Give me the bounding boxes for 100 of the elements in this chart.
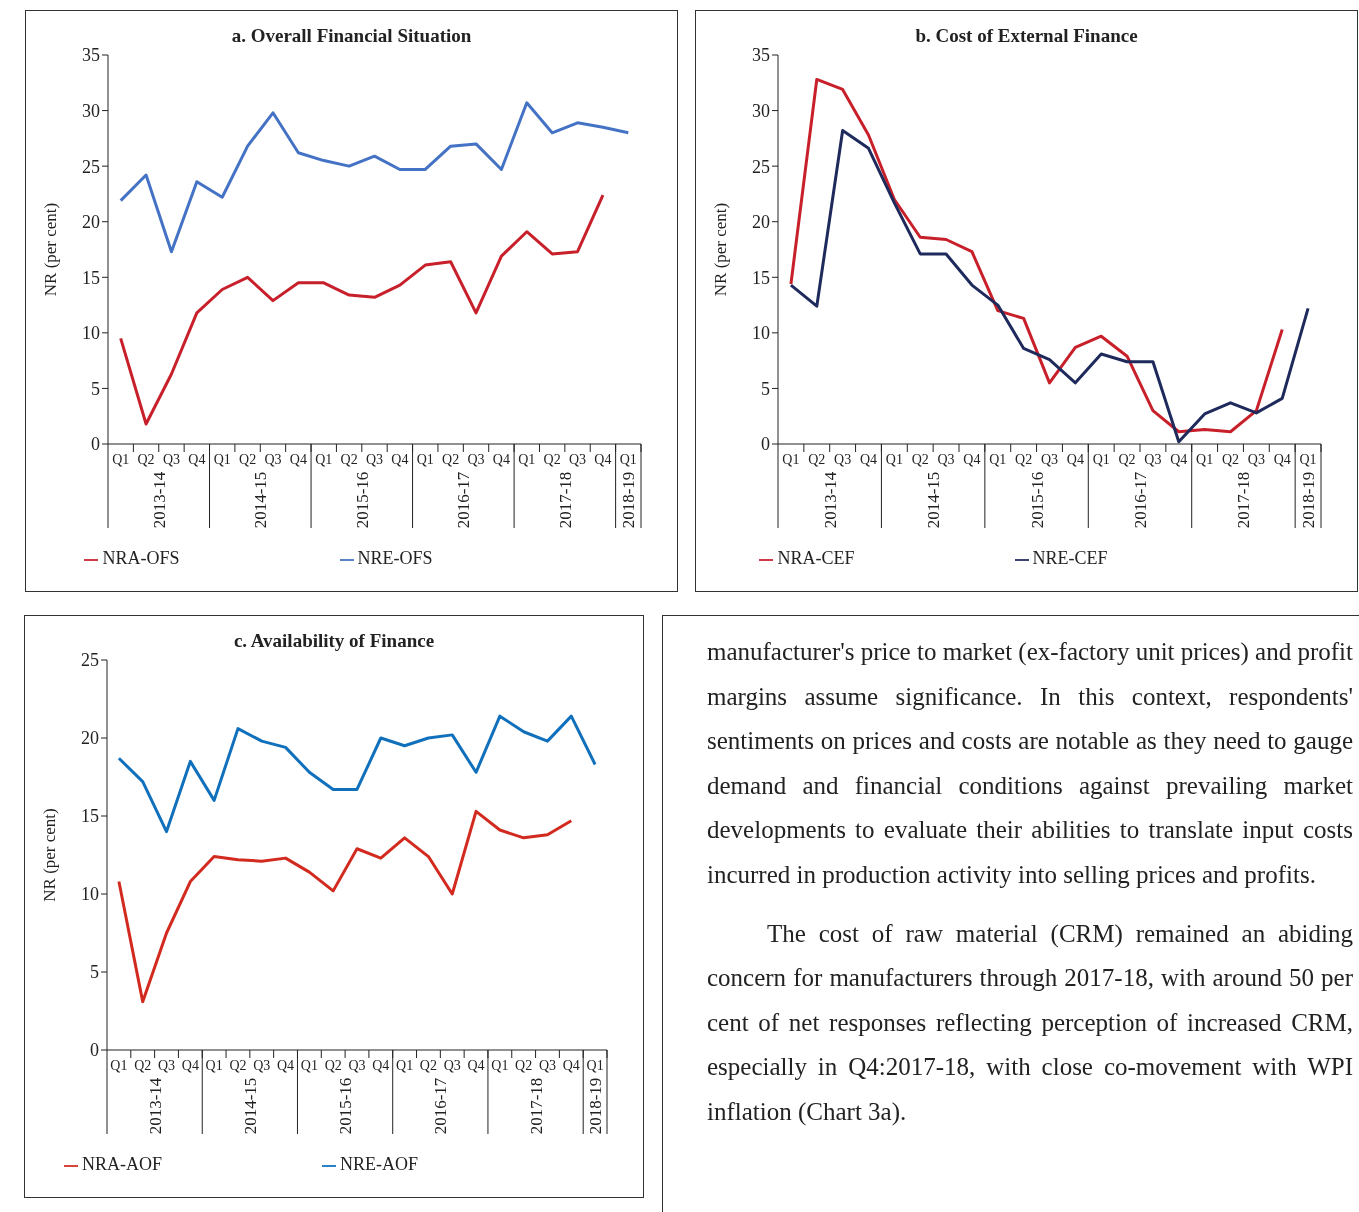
x-tick-label: Q2 (1221, 452, 1240, 467)
legend-label: NRA-AOF (81, 1154, 162, 1174)
x-tick-label: Q1 (885, 452, 903, 467)
x-tick-label: Q3 (834, 452, 852, 467)
chart-title: b. Cost of External Finance (914, 25, 1139, 47)
x-tick-label: Q1 (1196, 452, 1214, 467)
x-tick-label: Q4 (181, 1058, 199, 1073)
x-tick-label: Q4 (277, 1058, 295, 1073)
x-tick-label: Q2 (543, 452, 561, 467)
y-tick-label: 30 (82, 100, 100, 121)
x-tick-label: Q2 (1118, 452, 1136, 467)
x-tick-label: Q1 (782, 452, 800, 467)
x-tick-label: Q1 (491, 1058, 509, 1073)
line-series (119, 101, 630, 254)
x-tick-label: Q2 (137, 452, 155, 467)
line-series (789, 77, 1284, 434)
y-axis-title: NR (per cent) (711, 202, 731, 297)
x-tick-label: Q3 (937, 452, 955, 467)
text: 2014-15 (251, 471, 271, 529)
x-tick-label: Q1 (586, 1058, 604, 1073)
x-tick-label: Q4 (594, 452, 612, 467)
y-tick-label: 5 (761, 378, 770, 399)
x-tick-label: Q2 (340, 452, 358, 467)
x-tick-label: Q4 (562, 1058, 580, 1073)
text: 2015-16 (1027, 471, 1047, 529)
x-tick-label: Q3 (253, 1058, 271, 1073)
line-series (117, 809, 573, 1004)
text: 2014-15 (240, 1077, 260, 1135)
x-tick-label: Q4 (1170, 452, 1188, 467)
y-tick-label: 20 (82, 212, 100, 233)
text: 2015-16 (336, 1077, 356, 1135)
x-tick-label: Q4 (467, 1058, 485, 1073)
x-tick-label: Q2 (442, 452, 460, 467)
y-tick-label: 20 (81, 728, 99, 749)
chart-title: c. Availability of Finance (232, 630, 436, 652)
y-tick-label: 15 (81, 806, 99, 827)
x-tick-label: Q2 (808, 452, 826, 467)
text: 2016-17 (454, 471, 474, 529)
line-series (117, 714, 597, 834)
x-tick-label: Q2 (229, 1058, 247, 1073)
x-tick-label: Q4 (859, 452, 878, 467)
y-tick-label: 10 (81, 884, 99, 905)
x-tick-label: Q3 (538, 1058, 557, 1073)
text: The cost of raw material (CRM) remained an abiding concern for manufacturers through 2017-18, with around 50 per cent of net responses reflecting perception of increased CRM, especially in Q4:2017-18, with close co-movement with WPI inflation (Chart 3a). (707, 918, 1353, 1128)
text: 2018-19 (586, 1077, 606, 1135)
y-axis-title: NR (per cent) (41, 202, 61, 297)
y-tick-label: 0 (91, 434, 100, 455)
x-tick-label: Q2 (419, 1058, 437, 1073)
text: 2016-17 (431, 1077, 451, 1135)
x-tick-label: Q3 (365, 452, 384, 467)
x-tick-label: Q4 (188, 452, 206, 467)
x-tick-label: Q1 (619, 452, 637, 467)
x-tick-label: Q3 (157, 1058, 176, 1073)
x-tick-label: Q4 (1066, 452, 1084, 467)
text: manufacturer's price to market (ex-factory unit prices) and profit margins assume significance. In this context, respondents' sentiments on prices and costs are notable as they need to gauge demand and financial conditions against prevailing market developments to evaluate their abilities to translate input costs incurred in production activity into selling prices and profits. (707, 637, 1353, 890)
y-tick-label: 15 (82, 267, 100, 288)
x-tick-label: Q1 (213, 452, 231, 467)
x-tick-label: Q1 (518, 452, 536, 467)
y-tick-label: 5 (90, 962, 99, 983)
x-tick-label: Q2 (134, 1058, 152, 1073)
y-tick-label: 0 (761, 434, 770, 455)
x-tick-label: Q4 (391, 452, 409, 467)
x-tick-label: Q1 (989, 452, 1007, 467)
x-tick-label: Q4 (963, 452, 981, 467)
x-tick-label: Q4 (1273, 452, 1291, 467)
text: 2013-14 (149, 471, 169, 529)
x-tick-label: Q1 (1092, 452, 1110, 467)
x-tick-label: Q3 (467, 452, 485, 467)
x-tick-label: Q3 (1144, 452, 1162, 467)
y-tick-label: 30 (752, 100, 770, 121)
y-tick-label: 10 (752, 323, 770, 344)
y-tick-label: 25 (752, 156, 770, 177)
x-tick-label: Q3 (162, 452, 181, 467)
legend-label: NRA-CEF (777, 548, 855, 568)
x-tick-label: Q1 (416, 452, 434, 467)
text: 2017-18 (555, 471, 575, 529)
x-tick-label: Q3 (348, 1058, 366, 1073)
y-tick-label: 10 (82, 323, 100, 344)
y-axis-title: NR (per cent) (40, 808, 60, 902)
legend-label: NRE-AOF (340, 1154, 419, 1174)
x-tick-label: Q1 (300, 1058, 318, 1073)
y-tick-label: 35 (82, 45, 100, 66)
text: 2013-14 (145, 1077, 165, 1135)
y-tick-label: 25 (81, 650, 99, 671)
x-tick-label: Q1 (110, 1058, 128, 1073)
text: 2013-14 (820, 471, 840, 529)
x-tick-label: Q1 (396, 1058, 414, 1073)
y-tick-label: 20 (752, 212, 770, 233)
y-tick-label: 25 (82, 156, 100, 177)
text: 2018-19 (1299, 471, 1319, 529)
x-tick-label: Q2 (911, 452, 929, 467)
x-tick-label: Q3 (443, 1058, 461, 1073)
x-tick-label: Q2 (515, 1058, 533, 1073)
y-tick-label: 35 (752, 45, 770, 66)
text: 2015-16 (352, 471, 372, 529)
x-tick-label: Q2 (324, 1058, 342, 1073)
x-tick-label: Q1 (205, 1058, 223, 1073)
x-tick-label: Q4 (372, 1058, 390, 1073)
text: 2016-17 (1131, 471, 1150, 529)
x-tick-label: Q2 (1015, 452, 1033, 467)
